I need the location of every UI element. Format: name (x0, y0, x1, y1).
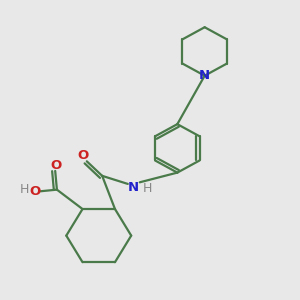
Text: N: N (199, 69, 210, 82)
Text: H: H (142, 182, 152, 195)
Text: N: N (128, 181, 139, 194)
Text: O: O (30, 185, 41, 198)
Text: H: H (20, 183, 29, 196)
Text: O: O (77, 149, 88, 162)
Text: O: O (51, 159, 62, 172)
